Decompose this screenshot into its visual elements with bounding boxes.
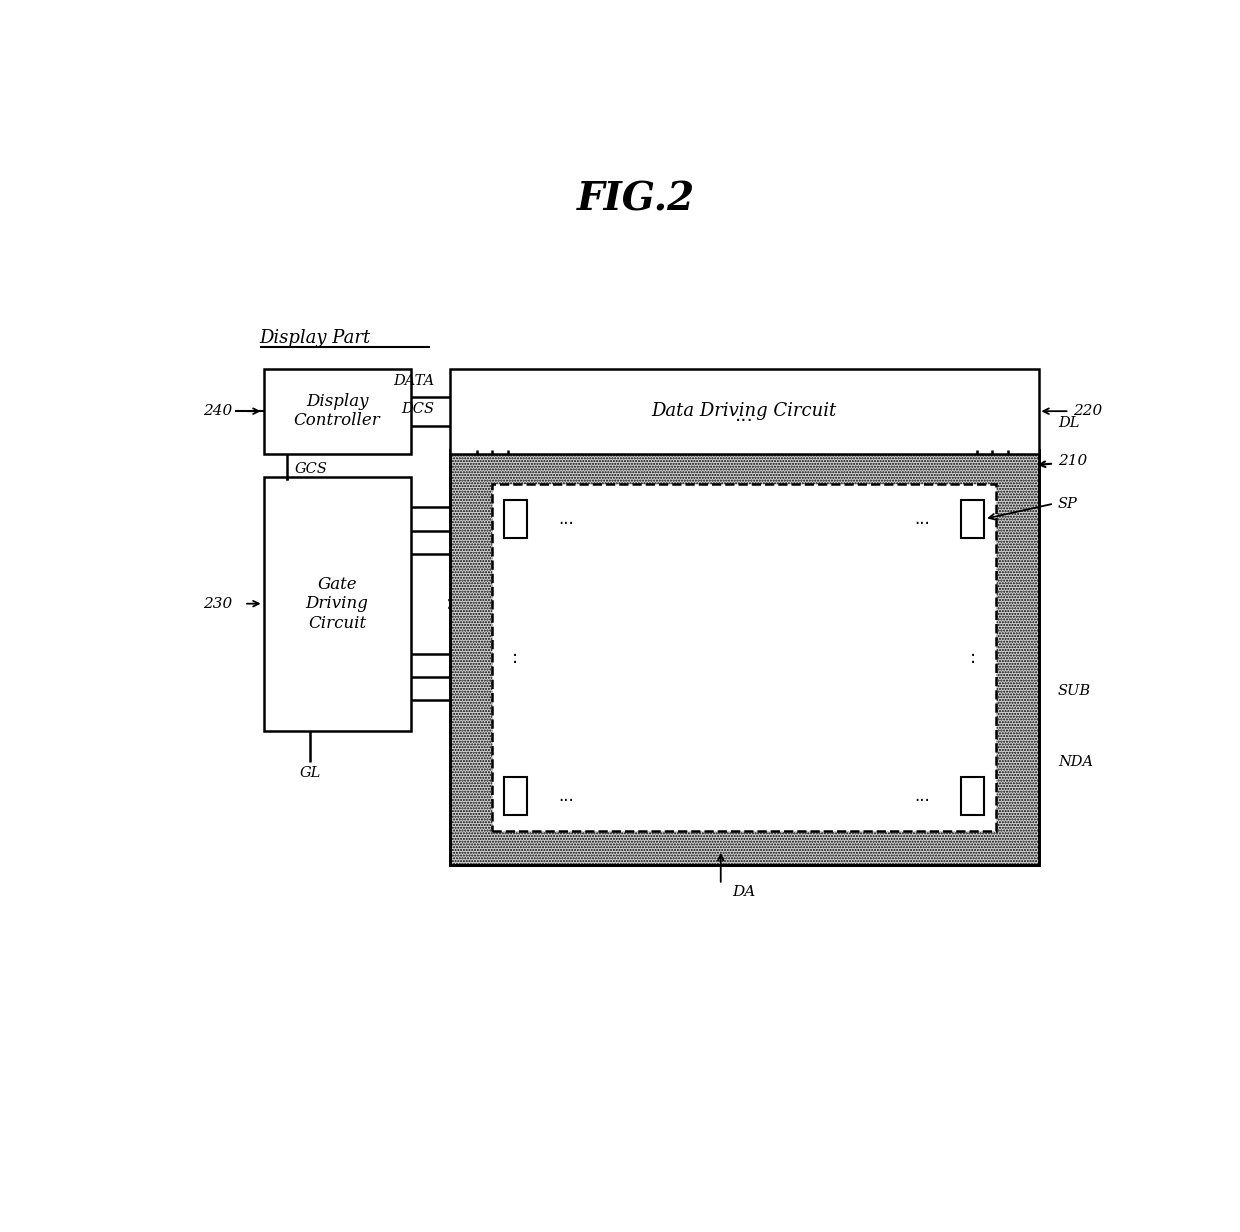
Bar — [492, 484, 996, 830]
Bar — [263, 477, 410, 731]
Bar — [503, 500, 527, 538]
Text: 240: 240 — [203, 404, 233, 418]
Text: 210: 210 — [1058, 455, 1087, 468]
Text: NDA: NDA — [1058, 754, 1092, 769]
Text: ...: ... — [914, 510, 930, 529]
Text: GL: GL — [299, 766, 321, 780]
Text: Gate
Driving
Circuit: Gate Driving Circuit — [306, 575, 368, 632]
Text: DATA: DATA — [393, 373, 434, 388]
Text: ...: ... — [914, 787, 930, 806]
Text: :: : — [512, 648, 518, 667]
Bar — [961, 500, 985, 538]
Bar — [961, 777, 985, 816]
Bar — [449, 450, 1039, 865]
Text: ...: ... — [558, 510, 574, 529]
Text: :: : — [446, 594, 453, 614]
Text: ...: ... — [558, 787, 574, 806]
Bar — [449, 450, 1039, 865]
Text: SUB: SUB — [1058, 684, 1091, 697]
Bar — [449, 368, 1039, 453]
Text: ...: ... — [734, 405, 754, 425]
Text: DCS: DCS — [401, 403, 434, 416]
Text: DL: DL — [1058, 415, 1079, 430]
Text: FIG.2: FIG.2 — [577, 180, 694, 218]
Text: DA: DA — [733, 886, 755, 899]
Bar — [263, 368, 410, 453]
Text: Display
Controller: Display Controller — [294, 393, 381, 430]
Bar — [503, 777, 527, 816]
Text: Data Driving Circuit: Data Driving Circuit — [651, 402, 837, 420]
Text: SP: SP — [1058, 496, 1078, 510]
Text: :: : — [970, 648, 976, 667]
Text: 230: 230 — [203, 596, 233, 611]
Text: GCS: GCS — [295, 462, 327, 476]
Text: Display Part: Display Part — [259, 329, 371, 347]
Text: 220: 220 — [1074, 404, 1102, 418]
